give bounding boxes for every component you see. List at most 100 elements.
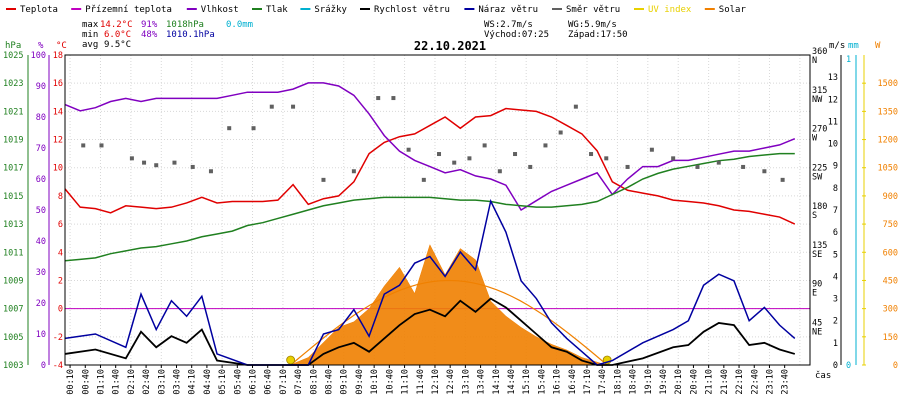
series-line-1 xyxy=(64,82,796,212)
series-layer xyxy=(64,82,796,366)
temp-tick-3: 2 xyxy=(58,276,63,286)
x-tick-label-9: 04:40 xyxy=(203,369,213,395)
wind-dir-point-36 xyxy=(762,169,767,174)
legend-label-8: UV index xyxy=(648,5,692,15)
stat-ws: WS:2.7m/s xyxy=(484,20,533,30)
wind-dir-point-14 xyxy=(376,96,381,101)
legend-label-3: Tlak xyxy=(266,5,288,15)
temp-tick-11: 18 xyxy=(53,51,63,61)
rain-tick-0: 0 xyxy=(846,361,851,371)
wind-dir-point-11 xyxy=(291,104,296,109)
x-tick-label-7: 03:40 xyxy=(172,369,182,395)
wind-dir-point-24 xyxy=(528,164,533,169)
unit-cas: čas xyxy=(815,370,831,381)
x-tick-label-14: 07:10 xyxy=(279,369,289,395)
wind-dir-point-4 xyxy=(154,163,159,168)
wind-tick-8: 8 xyxy=(833,184,838,194)
unit-mm: mm xyxy=(848,41,859,51)
x-tick-label-17: 08:40 xyxy=(325,369,335,395)
legend-label-0: Teplota xyxy=(20,5,58,15)
legend-label-5: Rychlost větru xyxy=(374,5,450,15)
x-tick-label-26: 13:10 xyxy=(461,369,471,395)
x-tick-label-41: 20:40 xyxy=(689,369,699,395)
x-tick-label-19: 09:40 xyxy=(355,369,365,395)
solar-tick-8: 1200 xyxy=(878,136,898,146)
solar-tick-6: 900 xyxy=(883,192,898,202)
x-tick-label-33: 16:40 xyxy=(568,369,578,395)
x-tick-label-22: 11:10 xyxy=(401,369,411,395)
hum-tick-8: 80 xyxy=(36,113,46,123)
wind-tick-12: 12 xyxy=(828,95,838,105)
wind-tick-7: 7 xyxy=(833,206,838,216)
dir-tick-deg-4: 225 xyxy=(812,163,827,173)
wind-tick-5: 5 xyxy=(833,250,838,260)
wind-tick-2: 2 xyxy=(833,317,838,327)
solar-tick-10: 1500 xyxy=(878,79,898,89)
wind-tick-1: 1 xyxy=(833,339,838,349)
x-tick-label-31: 15:40 xyxy=(537,369,547,395)
wind-dir-point-1 xyxy=(99,143,104,148)
press-tick-11: 1025 xyxy=(3,51,23,61)
x-tick-label-15: 07:40 xyxy=(294,369,304,395)
stat-min-press: 1010.1hPa xyxy=(166,30,215,40)
x-tick-label-13: 06:40 xyxy=(264,369,274,395)
stat-avg-temp: 9.5°C xyxy=(104,40,131,50)
x-tick-label-29: 14:40 xyxy=(507,369,517,395)
unit-hpa: hPa xyxy=(5,41,21,51)
wind-tick-11: 11 xyxy=(828,117,838,127)
wind-dir-point-31 xyxy=(649,147,654,152)
chart-title: 22.10.2021 xyxy=(414,39,486,53)
press-tick-1: 1005 xyxy=(3,333,23,343)
press-tick-2: 1007 xyxy=(3,305,23,315)
series-line-3 xyxy=(64,297,796,366)
solar-tick-1: 150 xyxy=(883,333,898,343)
x-tick-label-4: 02:10 xyxy=(127,369,137,395)
stat-sunset: Západ:17:50 xyxy=(568,30,628,40)
x-tick-label-37: 18:40 xyxy=(629,369,639,395)
press-tick-10: 1023 xyxy=(3,79,23,89)
series-line-4 xyxy=(64,198,796,366)
dir-tick-deg-7: 360 xyxy=(812,47,827,57)
wind-dir-point-8 xyxy=(227,126,232,131)
wind-dir-point-3 xyxy=(142,160,147,165)
dir-tick-name-3: S xyxy=(812,211,817,221)
wind-dir-point-7 xyxy=(208,169,213,174)
wind-dir-point-15 xyxy=(391,96,396,101)
x-tick-label-35: 17:40 xyxy=(598,369,608,395)
wind-dir-point-35 xyxy=(741,164,746,169)
temp-tick-7: 10 xyxy=(53,164,63,174)
wind-dir-point-34 xyxy=(716,160,721,165)
dir-tick-deg-6: 315 xyxy=(812,86,827,96)
wind-tick-3: 3 xyxy=(833,295,838,305)
temp-tick-10: 16 xyxy=(53,79,63,89)
x-tick-label-1: 00:40 xyxy=(81,369,91,395)
wind-dir-point-12 xyxy=(321,177,326,182)
legend-label-9: Solar xyxy=(719,5,747,15)
x-tick-label-24: 12:10 xyxy=(431,369,441,395)
x-tick-label-39: 19:40 xyxy=(659,369,669,395)
unit-pct: % xyxy=(38,41,44,51)
wind-dir-point-32 xyxy=(671,156,676,161)
series-line-0 xyxy=(64,107,796,225)
wind-dir-point-23 xyxy=(513,152,518,157)
stat-max-temp: 14.2°C xyxy=(100,20,133,30)
wind-dir-point-20 xyxy=(467,156,472,161)
x-tick-label-38: 19:10 xyxy=(644,369,654,395)
dir-tick-name-6: NW xyxy=(812,95,823,105)
wind-dir-point-9 xyxy=(251,126,256,131)
wind-dir-point-0 xyxy=(81,143,86,148)
dir-tick-name-2: SE xyxy=(812,250,822,260)
solar-tick-2: 300 xyxy=(883,305,898,315)
solar-tick-9: 1350 xyxy=(878,107,898,117)
unit-ms: m/s xyxy=(829,41,845,51)
x-tick-label-25: 12:40 xyxy=(446,369,456,395)
x-tick-label-44: 22:10 xyxy=(735,369,745,395)
wind-dir-point-2 xyxy=(129,156,134,161)
series-line-2 xyxy=(64,152,795,262)
dir-tick-deg-3: 180 xyxy=(812,202,827,212)
x-tick-label-18: 09:10 xyxy=(340,369,350,395)
wind-tick-6: 6 xyxy=(833,228,838,238)
stat-avg-label: avg xyxy=(82,40,98,50)
dir-tick-name-0: NE xyxy=(812,327,822,337)
